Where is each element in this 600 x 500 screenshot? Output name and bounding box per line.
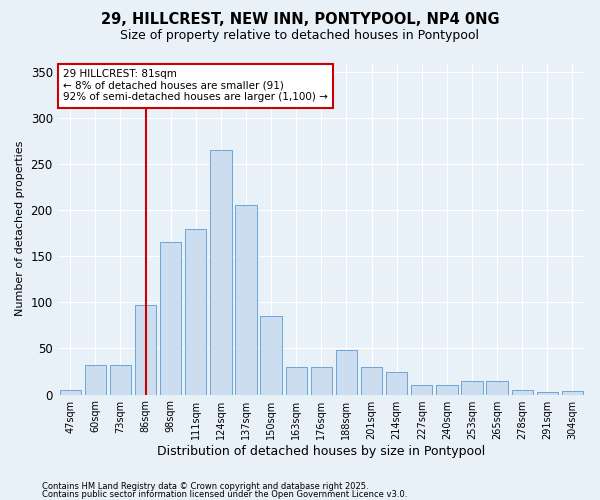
Bar <box>512 390 533 394</box>
Bar <box>311 367 332 394</box>
X-axis label: Distribution of detached houses by size in Pontypool: Distribution of detached houses by size … <box>157 444 485 458</box>
Bar <box>210 150 232 394</box>
Bar <box>361 367 382 394</box>
Bar <box>260 316 282 394</box>
Bar <box>59 390 81 394</box>
Bar <box>436 386 458 394</box>
Bar <box>286 367 307 394</box>
Y-axis label: Number of detached properties: Number of detached properties <box>15 141 25 316</box>
Bar <box>536 392 558 394</box>
Bar <box>487 380 508 394</box>
Text: Contains public sector information licensed under the Open Government Licence v3: Contains public sector information licen… <box>42 490 407 499</box>
Bar <box>336 350 357 395</box>
Bar <box>411 386 433 394</box>
Bar <box>386 372 407 394</box>
Bar <box>185 228 206 394</box>
Text: 29 HILLCREST: 81sqm
← 8% of detached houses are smaller (91)
92% of semi-detache: 29 HILLCREST: 81sqm ← 8% of detached hou… <box>63 69 328 102</box>
Bar <box>235 206 257 394</box>
Text: Size of property relative to detached houses in Pontypool: Size of property relative to detached ho… <box>121 29 479 42</box>
Text: 29, HILLCREST, NEW INN, PONTYPOOL, NP4 0NG: 29, HILLCREST, NEW INN, PONTYPOOL, NP4 0… <box>101 12 499 28</box>
Bar <box>110 365 131 394</box>
Bar <box>461 380 482 394</box>
Text: Contains HM Land Registry data © Crown copyright and database right 2025.: Contains HM Land Registry data © Crown c… <box>42 482 368 491</box>
Bar <box>160 242 181 394</box>
Bar <box>135 305 156 394</box>
Bar <box>85 365 106 394</box>
Bar <box>562 391 583 394</box>
